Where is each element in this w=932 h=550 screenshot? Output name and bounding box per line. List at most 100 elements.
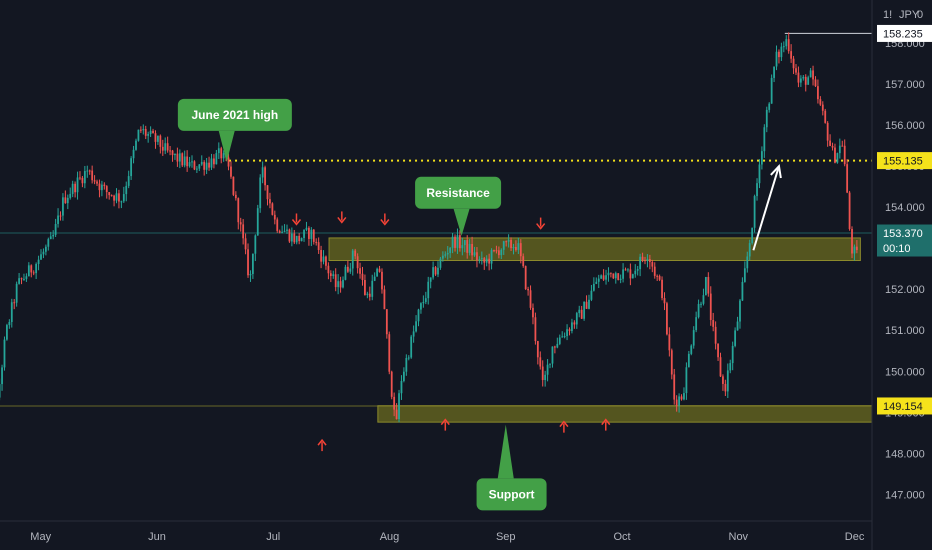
candle-body	[656, 275, 659, 277]
candle-body	[356, 256, 359, 269]
callout-resistance: Resistance	[415, 176, 502, 236]
candle-body	[395, 409, 398, 420]
candle-body	[130, 158, 133, 177]
candle-body	[57, 215, 59, 224]
red-arrow-down	[337, 211, 347, 224]
candle-body	[802, 76, 805, 79]
candle-body	[193, 161, 196, 170]
candle-body	[437, 267, 439, 275]
candle-body	[583, 301, 586, 319]
price-tag-box	[877, 24, 932, 42]
candle-body	[344, 266, 347, 280]
candle-body	[670, 350, 673, 375]
candle-body	[417, 309, 420, 322]
candle-body	[505, 241, 508, 243]
candle-body	[237, 198, 240, 223]
candle-body	[234, 194, 237, 199]
candle-body	[422, 301, 425, 304]
candle-body	[770, 77, 773, 104]
candle-body	[605, 275, 607, 280]
candle-body	[495, 250, 498, 252]
candle-body	[726, 370, 729, 392]
candle-body	[18, 278, 20, 284]
candle-body	[846, 164, 849, 193]
arrow-head	[536, 223, 546, 230]
candle-body	[312, 229, 315, 242]
y-tick-label: 156.000	[885, 120, 925, 132]
candle-body	[702, 295, 705, 304]
candle-body	[152, 130, 154, 134]
candle-body	[30, 265, 33, 273]
x-tick-label: Jun	[148, 531, 166, 543]
candle-body	[678, 396, 680, 406]
candle-body	[817, 86, 819, 100]
candle-body	[807, 77, 810, 85]
candle-body	[729, 363, 732, 371]
candle-body	[668, 334, 671, 351]
candle-body	[264, 167, 266, 186]
candle-body	[305, 227, 308, 230]
candle-body	[444, 254, 447, 256]
candle-body	[32, 272, 35, 274]
candle-body	[700, 303, 702, 305]
candle-body	[120, 201, 123, 203]
candle-body	[283, 230, 286, 232]
candle-body	[517, 243, 520, 250]
candle-body	[315, 241, 318, 243]
candle-body	[388, 334, 391, 372]
candle-body	[843, 145, 846, 165]
candle-body	[220, 148, 223, 159]
candle-body	[35, 264, 38, 274]
candle-body	[147, 134, 150, 136]
candle-body	[327, 265, 330, 274]
candle-body	[785, 39, 788, 47]
callout-june-2021-high: June 2021 high	[177, 98, 292, 163]
candle-body	[787, 39, 790, 52]
candle-body	[144, 129, 147, 136]
candle-body	[259, 177, 262, 209]
candle-body	[500, 249, 503, 256]
candle-body	[527, 289, 529, 291]
price-tag-box	[877, 224, 932, 257]
candle-body	[600, 275, 603, 279]
arrow-head	[291, 219, 302, 226]
candle-body	[441, 255, 444, 259]
price-tag-value: 153.370	[883, 228, 923, 240]
candle-body	[695, 317, 698, 331]
candle-body	[775, 51, 778, 67]
candle-body	[829, 140, 831, 146]
candle-body	[466, 240, 469, 253]
candle-body	[497, 250, 500, 256]
red-arrow-up	[601, 418, 611, 431]
candle-body	[473, 252, 476, 256]
candle-body	[59, 215, 62, 217]
x-tick-label: Oct	[613, 531, 630, 543]
candle-body	[578, 309, 581, 314]
resistance-zone	[328, 237, 861, 262]
projection-arrow	[752, 163, 782, 251]
candle-body	[719, 357, 722, 377]
projection-arrow-shaft	[752, 165, 780, 251]
candle-body	[454, 236, 456, 248]
callout-support: Support	[476, 424, 547, 511]
candle-body	[178, 153, 181, 162]
time-axis[interactable]: May Jun Jul Aug Sep Oct Nov Dec	[30, 531, 865, 543]
candle-body	[346, 266, 349, 272]
callout-text: Resistance	[426, 186, 490, 200]
candle-body	[159, 135, 162, 147]
candle-body	[349, 268, 352, 272]
candle-body	[164, 143, 167, 151]
candle-body	[210, 158, 213, 168]
candle-body	[558, 337, 561, 344]
candle-body	[113, 195, 115, 201]
candle-body	[446, 252, 449, 255]
candle-body	[1, 367, 3, 385]
candle-body	[139, 129, 142, 131]
candle-body	[66, 197, 69, 204]
candle-body	[149, 130, 152, 135]
candle-body	[393, 396, 396, 410]
candle-body	[110, 195, 113, 197]
price-tag-155.135: 155.135	[877, 152, 932, 170]
candle-body	[507, 239, 510, 242]
